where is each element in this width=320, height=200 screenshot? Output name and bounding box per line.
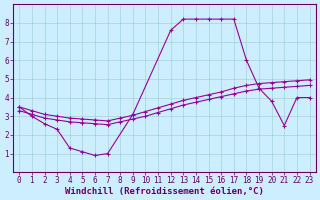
X-axis label: Windchill (Refroidissement éolien,°C): Windchill (Refroidissement éolien,°C) [65,187,264,196]
